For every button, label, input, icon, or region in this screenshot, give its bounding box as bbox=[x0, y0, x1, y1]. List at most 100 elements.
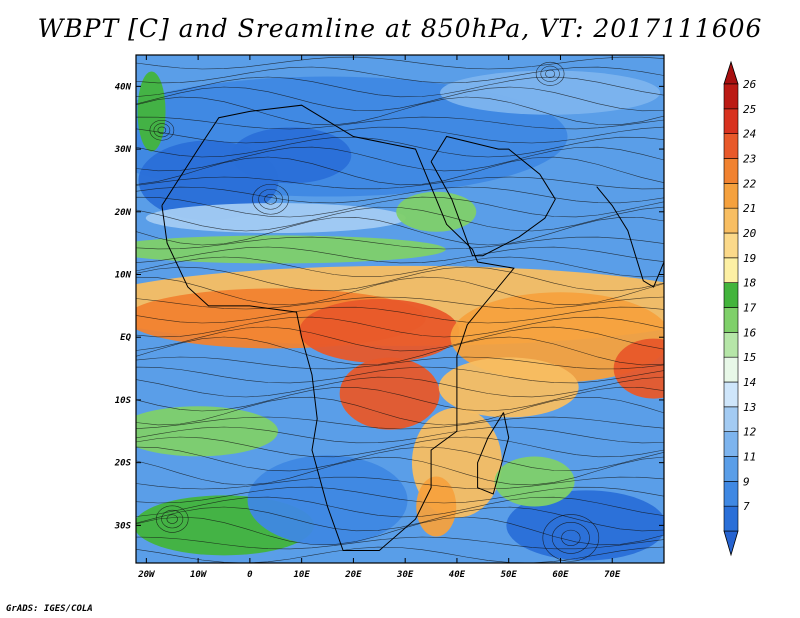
arabia-coastline bbox=[430, 135, 556, 257]
streamline bbox=[136, 266, 664, 292]
colorbar-label: 24 bbox=[743, 128, 756, 141]
field-patch bbox=[231, 127, 352, 184]
y-axis: 30S 20S 10S EQ 10N 20N 30N 40N bbox=[114, 82, 664, 531]
field-patch bbox=[339, 357, 440, 430]
africa-coastline bbox=[161, 104, 515, 551]
streamlines bbox=[136, 56, 664, 563]
streamline bbox=[136, 156, 664, 186]
field-patch bbox=[136, 406, 279, 457]
colorbar-swatch bbox=[723, 232, 739, 259]
colorbar-swatch bbox=[723, 282, 739, 308]
streamline-vortex bbox=[161, 509, 184, 529]
streamline bbox=[136, 296, 664, 310]
colorbar-swatch bbox=[723, 505, 739, 532]
colorbar-label: 19 bbox=[743, 252, 756, 265]
x-tick-label: 20E bbox=[344, 570, 362, 580]
streamline bbox=[136, 126, 664, 144]
field-patch bbox=[299, 298, 460, 363]
streamline bbox=[136, 536, 664, 550]
streamline bbox=[136, 356, 664, 370]
grads-credit: GrADS: IGES/COLA bbox=[6, 604, 93, 614]
streamline-vortex bbox=[540, 65, 560, 82]
colorbar-swatch bbox=[723, 431, 739, 457]
colorbar-label: 22 bbox=[743, 177, 757, 190]
x-tick-label: 10W bbox=[190, 570, 208, 580]
colorbar-over-arrow bbox=[723, 60, 739, 85]
colorbar-label: 25 bbox=[743, 103, 756, 116]
colorbar-swatch bbox=[723, 481, 739, 507]
colorbar-label: 17 bbox=[743, 302, 757, 315]
streamline bbox=[136, 326, 664, 352]
colorbar-swatch bbox=[723, 356, 739, 383]
x-axis: 20W 10W 0 10E 20E 30E 40E 50E 60E 70E bbox=[137, 55, 621, 580]
colorbar-label: 16 bbox=[743, 326, 757, 339]
streamline-vortex bbox=[149, 119, 175, 141]
x-tick-label: 70E bbox=[604, 570, 621, 580]
y-tick-label: 30N bbox=[114, 145, 132, 155]
colorbar-label: 7 bbox=[743, 500, 750, 513]
madagascar-coastline bbox=[477, 412, 510, 495]
streamline bbox=[136, 496, 664, 518]
streamline bbox=[136, 486, 664, 504]
streamline-vortex bbox=[545, 69, 556, 79]
streamline bbox=[136, 236, 664, 250]
streamline bbox=[136, 396, 664, 426]
y-tick-label: 40N bbox=[115, 82, 132, 92]
colorbar-swatch bbox=[723, 158, 739, 184]
streamline bbox=[136, 86, 664, 112]
field-patch bbox=[396, 191, 477, 232]
colorbar-swatch bbox=[723, 183, 739, 209]
streamline bbox=[136, 476, 664, 490]
wbpt-field bbox=[136, 55, 664, 563]
field-patch bbox=[440, 70, 661, 115]
streamline bbox=[136, 306, 664, 324]
colorbar-label: 9 bbox=[743, 475, 750, 488]
colorbar-label: 15 bbox=[743, 351, 756, 364]
x-tick-label: 20W bbox=[137, 570, 156, 580]
streamline bbox=[136, 426, 664, 444]
streamline-vortex bbox=[157, 126, 167, 134]
streamline bbox=[136, 176, 664, 190]
colorbar-swatch bbox=[723, 332, 739, 358]
colorbar-label: 26 bbox=[743, 78, 757, 91]
streamline bbox=[136, 546, 664, 563]
streamline bbox=[136, 436, 664, 458]
colorbar-swatch bbox=[723, 456, 739, 482]
colorbar-label: 12 bbox=[743, 426, 757, 439]
colorbar-swatch bbox=[723, 133, 739, 159]
streamline bbox=[136, 56, 664, 70]
colorbar-swatch bbox=[723, 207, 739, 234]
field-patch bbox=[247, 455, 408, 546]
map-frame bbox=[135, 54, 665, 564]
streamline bbox=[136, 316, 664, 338]
streamline-vortex bbox=[551, 522, 590, 554]
streamline-vortex bbox=[264, 193, 277, 205]
streamline bbox=[136, 146, 664, 172]
streamline-vortex bbox=[542, 514, 600, 562]
x-tick-label: 10E bbox=[294, 570, 311, 580]
streamline bbox=[136, 416, 664, 430]
y-tick-label: 30S bbox=[114, 521, 132, 531]
map-title: WBPT [C] and Sreamline at 850hPa, VT: 20… bbox=[37, 14, 763, 43]
colorbar-label: 13 bbox=[743, 401, 756, 414]
colorbar-swatch bbox=[723, 108, 739, 134]
coastlines bbox=[161, 104, 664, 551]
x-tick-label: 30E bbox=[396, 570, 414, 580]
x-tick-label: 40E bbox=[449, 570, 466, 580]
streamline bbox=[136, 196, 664, 218]
streamline bbox=[136, 66, 664, 84]
y-tick-label: 10N bbox=[115, 271, 132, 281]
streamline bbox=[136, 516, 664, 546]
x-tick-label: 60E bbox=[552, 570, 569, 580]
streamline-vortex bbox=[258, 188, 283, 210]
colorbar-legend: 7 9 11 12 13 14 15 16 17 18 19 20 21 22 23 24 25 26 bbox=[723, 60, 757, 557]
colorbar-label: 18 bbox=[743, 277, 757, 290]
india-coastline bbox=[596, 186, 664, 288]
streamline bbox=[136, 336, 664, 366]
field-patch bbox=[137, 71, 166, 152]
streamline bbox=[136, 206, 664, 232]
field-patch bbox=[273, 546, 454, 563]
field-patch bbox=[494, 456, 575, 507]
colorbar-under-arrow bbox=[723, 530, 739, 557]
